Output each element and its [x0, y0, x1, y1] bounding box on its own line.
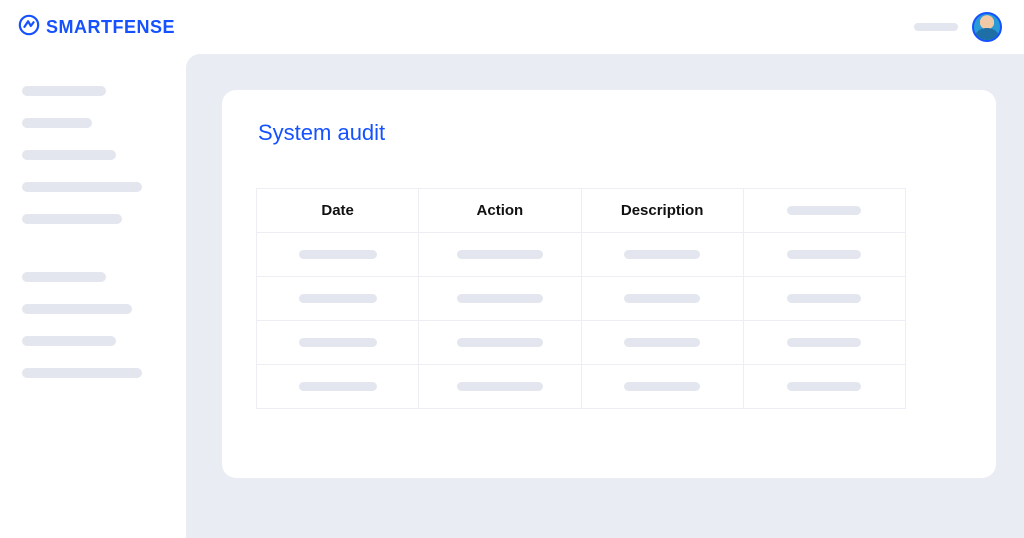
placeholder-pill — [299, 250, 377, 259]
table-cell — [419, 365, 581, 409]
table-cell — [743, 365, 905, 409]
placeholder-pill — [624, 250, 700, 259]
table-header-cell: Description — [581, 189, 743, 233]
table-header-cell — [743, 189, 905, 233]
table-cell — [743, 321, 905, 365]
table-cell — [581, 321, 743, 365]
placeholder-pill — [787, 338, 861, 347]
placeholder-pill — [457, 250, 543, 259]
stage: System audit DateActionDescription — [186, 54, 1024, 538]
placeholder-pill — [457, 294, 543, 303]
placeholder-pill — [624, 338, 700, 347]
placeholder-pill — [299, 294, 377, 303]
brand-name: SMARTFENSE — [46, 17, 175, 38]
placeholder-pill — [787, 382, 861, 391]
placeholder-pill — [787, 250, 861, 259]
table-cell — [419, 277, 581, 321]
table-row — [257, 277, 906, 321]
sidebar-item[interactable] — [22, 368, 142, 378]
placeholder-pill — [299, 338, 377, 347]
table-header-cell: Date — [257, 189, 419, 233]
placeholder-pill — [457, 338, 543, 347]
placeholder-pill — [457, 382, 543, 391]
avatar[interactable] — [972, 12, 1002, 42]
table-cell — [581, 277, 743, 321]
table-cell — [419, 321, 581, 365]
topbar-placeholder — [914, 23, 958, 31]
page-title: System audit — [258, 120, 966, 146]
placeholder-pill — [299, 382, 377, 391]
table-cell — [581, 233, 743, 277]
sidebar-item[interactable] — [22, 214, 122, 224]
table-cell — [419, 233, 581, 277]
sidebar — [0, 54, 186, 538]
table-cell — [743, 233, 905, 277]
audit-table: DateActionDescription — [256, 188, 906, 409]
sidebar-item[interactable] — [22, 304, 132, 314]
table-cell — [257, 365, 419, 409]
topbar: SMARTFENSE — [0, 0, 1024, 54]
placeholder-pill — [624, 294, 700, 303]
table-cell — [257, 277, 419, 321]
table-cell — [257, 233, 419, 277]
table-row — [257, 321, 906, 365]
brand-logo[interactable]: SMARTFENSE — [18, 14, 175, 41]
sidebar-item[interactable] — [22, 272, 106, 282]
table-cell — [743, 277, 905, 321]
table-header-cell: Action — [419, 189, 581, 233]
sidebar-item[interactable] — [22, 118, 92, 128]
sidebar-item[interactable] — [22, 182, 142, 192]
sidebar-item[interactable] — [22, 150, 116, 160]
audit-card: System audit DateActionDescription — [222, 90, 996, 478]
placeholder-pill — [624, 382, 700, 391]
placeholder-pill — [787, 206, 861, 215]
sidebar-item[interactable] — [22, 336, 116, 346]
table-cell — [257, 321, 419, 365]
sidebar-item[interactable] — [22, 86, 106, 96]
table-row — [257, 365, 906, 409]
table-cell — [581, 365, 743, 409]
table-row — [257, 233, 906, 277]
brand-icon — [18, 14, 40, 41]
placeholder-pill — [787, 294, 861, 303]
